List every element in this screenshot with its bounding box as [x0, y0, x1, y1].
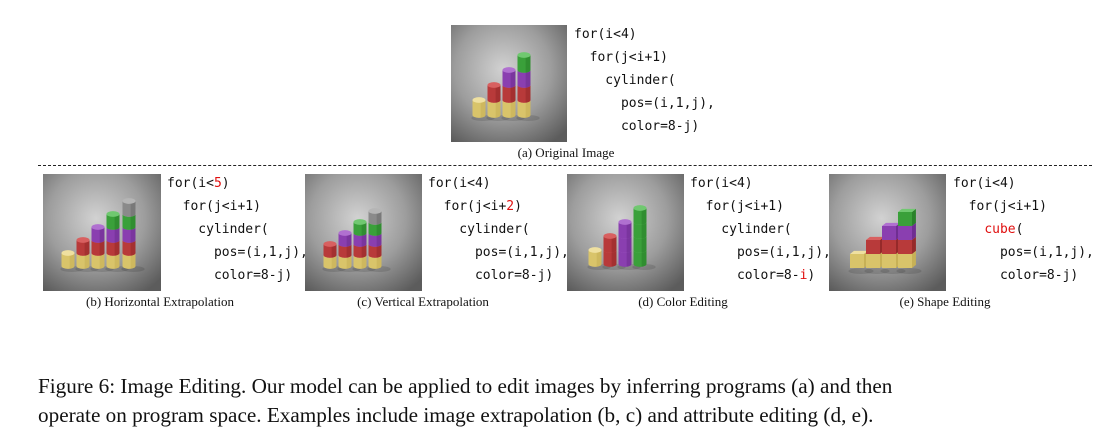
code-line: for(j<i+1) [953, 195, 1094, 218]
code-token: for(i<4) [574, 27, 637, 42]
code-token: for(j<i+1) [574, 50, 668, 65]
code-token: for(i<4) [690, 176, 753, 191]
code-token: color=8-j) [953, 268, 1079, 283]
program-code-original: for(i<4) for(j<i+1) cylinder( pos=(i,1,j… [574, 23, 715, 138]
code-line: cube( [953, 218, 1094, 241]
code-token: for(i<4) [953, 176, 1016, 191]
code-line: for(j<i+1) [167, 195, 308, 218]
figure-caption-line-2: operate on program space. Examples inclu… [38, 403, 874, 427]
scene-image-vertical [305, 174, 422, 291]
code-line: cylinder( [167, 218, 308, 241]
code-token: for(i<4) [428, 176, 491, 191]
code-line: cylinder( [428, 218, 569, 241]
rendered-scene-illustration [451, 25, 567, 142]
code-line: for(i<4) [690, 172, 831, 195]
code-token: for(i< [167, 176, 214, 191]
code-token: for(j<i+1) [690, 199, 784, 214]
code-line: for(i<4) [574, 23, 715, 46]
code-line: for(j<i+2) [428, 195, 569, 218]
code-token: pos=(i,1,j), [574, 96, 715, 111]
program-code-shape: for(i<4) for(j<i+1) cube( pos=(i,1,j), c… [953, 172, 1094, 287]
code-line: pos=(i,1,j), [953, 241, 1094, 264]
subcaption-vertical: (c) Vertical Extrapolation [357, 294, 489, 309]
code-token: ) [807, 268, 816, 283]
code-token: for(j<i+ [428, 199, 507, 214]
rendered-scene-illustration [829, 174, 946, 291]
edited-token: i [799, 268, 808, 283]
code-line: color=8-j) [167, 264, 308, 287]
subcaption-original: (a) Original Image [517, 145, 615, 160]
edited-token: 2 [506, 199, 515, 214]
code-token: cylinder( [574, 73, 676, 88]
code-line: for(i<4) [428, 172, 569, 195]
code-token: color=8-j) [574, 119, 700, 134]
code-token: pos=(i,1,j), [953, 245, 1094, 260]
code-token [953, 222, 984, 237]
code-token: ) [514, 199, 522, 214]
code-token: ( [1015, 222, 1024, 237]
code-token: cylinder( [690, 222, 792, 237]
code-token: pos=(i,1,j), [690, 245, 831, 260]
rendered-scene-illustration [567, 174, 684, 291]
figure-caption: Figure 6: Image Editing. Our model can b… [38, 372, 1098, 430]
code-line: color=8-j) [574, 115, 715, 138]
code-line: color=8-j) [953, 264, 1094, 287]
program-code-vertical: for(i<4) for(j<i+2) cylinder( pos=(i,1,j… [428, 172, 569, 287]
edited-token: 5 [213, 176, 222, 191]
code-token: pos=(i,1,j), [167, 245, 308, 260]
code-line: for(j<i+1) [690, 195, 831, 218]
code-token: color=8-j) [428, 268, 554, 283]
code-token: pos=(i,1,j), [428, 245, 569, 260]
scene-image-original [451, 25, 567, 142]
program-code-horizontal: for(i<5) for(j<i+1) cylinder( pos=(i,1,j… [167, 172, 308, 287]
code-line: pos=(i,1,j), [428, 241, 569, 264]
code-line: for(i<4) [953, 172, 1094, 195]
code-token: cylinder( [428, 222, 530, 237]
code-token: cylinder( [167, 222, 269, 237]
subcaption-color: (d) Color Editing [638, 294, 728, 309]
rendered-scene-illustration [43, 174, 161, 291]
code-line: color=8-j) [428, 264, 569, 287]
code-token: ) [221, 176, 230, 191]
code-token: color=8-j) [167, 268, 293, 283]
figure-caption-line-1: Figure 6: Image Editing. Our model can b… [38, 374, 893, 398]
code-line: color=8-i) [690, 264, 831, 287]
code-token: for(j<i+1) [167, 199, 261, 214]
scene-image-color [567, 174, 684, 291]
rendered-scene-illustration [305, 174, 422, 291]
code-line: cylinder( [690, 218, 831, 241]
code-line: for(i<5) [167, 172, 308, 195]
program-code-color: for(i<4) for(j<i+1) cylinder( pos=(i,1,j… [690, 172, 831, 287]
code-token: color=8- [690, 268, 800, 283]
code-line: pos=(i,1,j), [574, 92, 715, 115]
code-line: pos=(i,1,j), [167, 241, 308, 264]
scene-image-horizontal [43, 174, 161, 291]
code-token: for(j<i+1) [953, 199, 1047, 214]
subcaption-shape: (e) Shape Editing [899, 294, 991, 309]
scene-image-shape [829, 174, 946, 291]
dashed-divider [38, 165, 1092, 166]
code-line: cylinder( [574, 69, 715, 92]
code-line: pos=(i,1,j), [690, 241, 831, 264]
subcaption-horizontal: (b) Horizontal Extrapolation [85, 294, 234, 309]
code-line: for(j<i+1) [574, 46, 715, 69]
edited-token: cube [984, 222, 1016, 237]
